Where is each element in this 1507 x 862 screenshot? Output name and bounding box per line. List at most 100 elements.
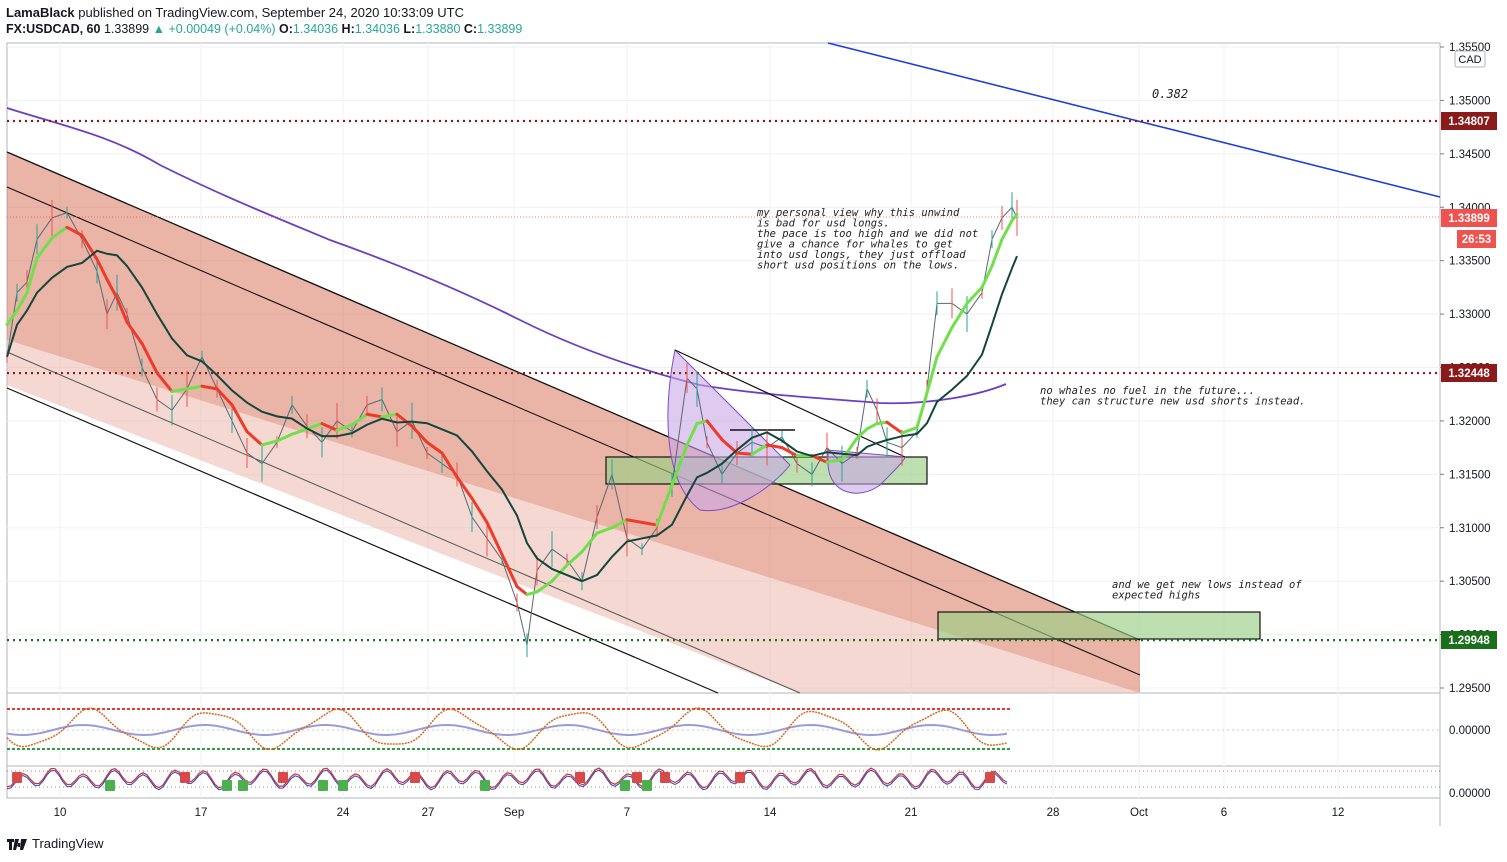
fast-ma-segment <box>350 412 369 427</box>
slow-moving-average <box>6 249 1018 583</box>
fast-ma-segment <box>290 427 309 436</box>
currency-label: CAD <box>1458 54 1481 66</box>
price-tick-label: 1.34500 <box>1449 149 1491 161</box>
fast-ma-segment <box>695 419 709 426</box>
fast-ma-segment <box>625 518 644 524</box>
price-tick-label: 1.31500 <box>1449 469 1491 481</box>
price-tick-label: 1.33000 <box>1449 309 1491 321</box>
target-zone-box <box>937 611 1261 640</box>
time-tick-label: 24 <box>337 807 350 819</box>
low-label: L: <box>403 22 416 36</box>
buy-signal-marker <box>642 780 652 791</box>
annotation-line: and we get new lows instead of <box>1112 579 1302 591</box>
close-value: 1.33899 <box>477 22 523 36</box>
fast-ma-segment <box>750 443 769 456</box>
fast-ma-segment <box>230 403 249 434</box>
osc1-zero-label: 0.00000 <box>1449 725 1491 737</box>
fast-ma-segment <box>200 384 219 391</box>
fast-ma-segment <box>275 432 294 443</box>
fast-ma-segment <box>65 225 84 237</box>
price-tags: 1.34807 1.33899 26:53 1.32448 1.29948 <box>1441 112 1497 649</box>
buy-signal-marker <box>338 780 348 791</box>
fast-ma-segment <box>410 424 429 444</box>
annotation-line: my personal view why this unwind <box>756 207 960 219</box>
sell-signal-marker <box>575 772 585 783</box>
fast-ma-segment <box>80 233 99 261</box>
fast-ma-segment <box>670 443 689 487</box>
fast-ma-segment <box>155 371 174 394</box>
author-name[interactable]: LamaBlack <box>6 5 75 20</box>
buy-signal-marker <box>105 780 115 791</box>
fast-ma-segment <box>950 301 969 329</box>
annotation-line: into usd longs, they just offload <box>757 249 966 261</box>
price-tag-bg <box>1441 209 1497 227</box>
osc2-red-line <box>6 767 1008 789</box>
fast-ma-segment <box>15 291 29 313</box>
time-tick-label: 10 <box>54 807 67 819</box>
fast-ma-segment <box>990 237 1004 268</box>
sell-signal-marker <box>12 772 22 783</box>
tradingview-brand: TradingView <box>32 836 104 851</box>
price-tag-label: 1.34807 <box>1448 116 1490 128</box>
fast-ma-segment <box>550 563 569 583</box>
fast-ma-segment <box>840 436 859 462</box>
price-tick-label: 1.33500 <box>1449 256 1491 268</box>
currency-badge[interactable] <box>1454 50 1486 68</box>
fast-ma-segment <box>925 355 939 395</box>
pattern-neckline <box>674 349 906 458</box>
fast-ma-segment <box>865 422 879 431</box>
fast-ma-segment <box>35 236 54 260</box>
fast-ma-segment <box>140 341 159 375</box>
fast-ma-segment <box>380 412 399 419</box>
sell-signal-marker <box>278 772 288 783</box>
fast-ma-segment <box>640 520 659 527</box>
fast-ma-segment <box>305 422 324 431</box>
time-axis[interactable]: 10 17 24 27 Sep 7 14 21 28 Oct 6 12 <box>54 807 1345 819</box>
low-value: 1.33880 <box>415 22 461 36</box>
buy-signal-marker <box>318 780 328 791</box>
annotation-line: the pace is too high and we did not <box>757 228 978 240</box>
price-tag-bg <box>1441 364 1497 382</box>
fast-ma-segment <box>915 391 929 430</box>
fast-ma-segment <box>515 585 529 597</box>
fast-ma-segment <box>105 277 119 300</box>
time-tick-label: Oct <box>1130 807 1149 819</box>
annotation-line: they can structure new usd shorts instea… <box>1040 396 1306 408</box>
price-tag-label: 1.32448 <box>1448 368 1490 380</box>
fast-ma-segment <box>885 420 904 435</box>
annotation-line: expected highs <box>1112 590 1201 602</box>
price-tag-label: 1.33899 <box>1448 213 1490 225</box>
price-tick-label: 1.35000 <box>1449 95 1491 107</box>
fast-ma-segment <box>440 451 459 479</box>
time-tick-label: Sep <box>504 807 524 819</box>
fast-ma-segment <box>395 412 414 428</box>
tradingview-logo[interactable]: TradingView <box>6 836 104 851</box>
fast-ma-segment <box>215 387 234 407</box>
fast-ma-segment <box>115 296 129 324</box>
annotation-line: give a chance for whales to get <box>757 239 953 251</box>
fast-ma-segment <box>655 483 674 527</box>
pattern-shape-left <box>667 348 791 512</box>
horizontal-levels <box>7 119 1440 642</box>
fast-ma-segment <box>735 451 754 456</box>
fib-label: 0.382 <box>1152 87 1188 101</box>
price-tag-bg <box>1441 631 1497 649</box>
fast-ma-segment <box>1000 219 1014 241</box>
fast-ma-segment <box>335 423 354 432</box>
sell-signal-marker <box>735 772 745 783</box>
fast-ma-segment <box>595 526 614 535</box>
fast-ma-segment <box>525 590 539 597</box>
fast-ma-segment <box>125 320 144 345</box>
buy-signal-marker <box>620 780 630 791</box>
time-tick-label: 17 <box>195 807 208 819</box>
price-tag-bg <box>1441 112 1497 130</box>
fast-ma-segment <box>875 420 889 426</box>
time-tick-label: 12 <box>1332 807 1345 819</box>
ohlc-legend: FX:USDCAD, 60 1.33899 ▲ +0.00049 (+0.04%… <box>6 22 522 36</box>
last-price: 1.33899 <box>103 22 150 36</box>
price-tick-label: 1.29500 <box>1449 683 1491 695</box>
fast-ma-segment <box>365 412 384 419</box>
time-tick-label: 28 <box>1047 807 1060 819</box>
